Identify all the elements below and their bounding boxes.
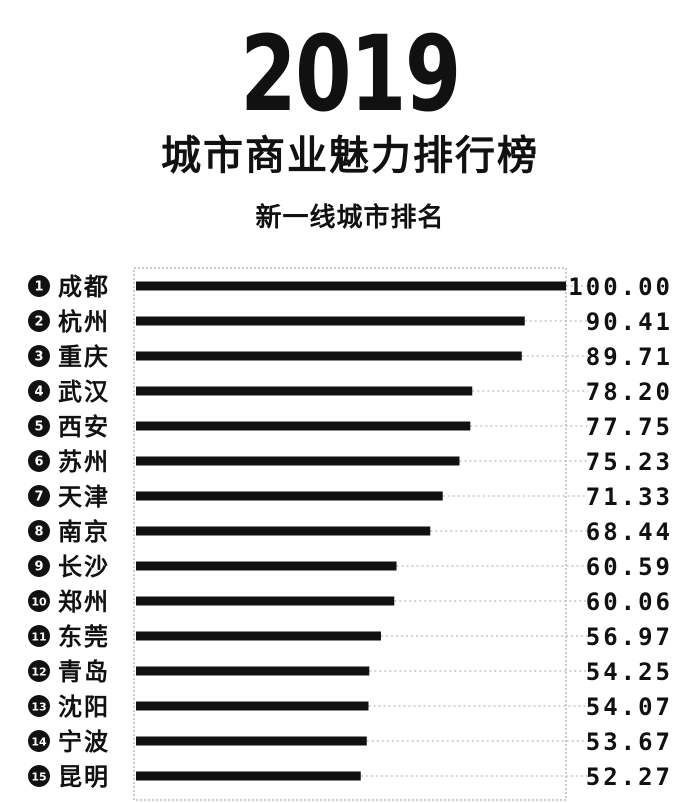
- value-label: 90.41: [586, 308, 673, 336]
- bar: [136, 421, 471, 431]
- value-label: 78.20: [586, 378, 673, 406]
- category-label: 成都: [58, 273, 110, 301]
- rank-label: 6: [34, 455, 43, 470]
- rank-label: 10: [31, 596, 47, 609]
- bar: [136, 351, 522, 361]
- category-label: 郑州: [58, 588, 110, 616]
- value-label: 56.97: [586, 623, 673, 651]
- rank-badge: [28, 380, 50, 402]
- value-label: 77.75: [586, 413, 673, 441]
- category-label: 重庆: [58, 343, 110, 371]
- rank-label: 14: [31, 736, 47, 749]
- rank-label: 5: [34, 420, 43, 435]
- category-label: 昆明: [58, 763, 110, 791]
- value-label: 100.00: [568, 273, 673, 301]
- bar: [136, 701, 369, 711]
- category-label: 苏州: [58, 448, 110, 476]
- category-label: 青岛: [58, 658, 110, 686]
- bar: [136, 491, 443, 501]
- value-label: 89.71: [586, 343, 673, 371]
- rank-label: 3: [34, 350, 43, 365]
- bar: [136, 631, 381, 641]
- bar: [136, 281, 566, 291]
- category-label: 沈阳: [58, 693, 110, 721]
- bar: [136, 386, 473, 396]
- category-label: 天津: [58, 483, 110, 511]
- rank-badge: [28, 485, 50, 507]
- value-label: 68.44: [586, 518, 673, 546]
- rank-label: 13: [31, 701, 46, 714]
- value-label: 54.25: [586, 658, 673, 686]
- rank-badge: [28, 765, 50, 787]
- value-label: 75.23: [586, 448, 673, 476]
- year-heading: 2019: [240, 13, 461, 135]
- rank-label: 2: [34, 315, 43, 330]
- rank-badge: [28, 730, 50, 752]
- bar: [136, 316, 525, 326]
- category-label: 东莞: [58, 623, 110, 651]
- bar: [136, 561, 397, 571]
- bar: [136, 736, 367, 746]
- category-label: 宁波: [58, 728, 110, 756]
- rank-badge: [28, 625, 50, 647]
- rank-badge: [28, 555, 50, 577]
- value-label: 60.59: [586, 553, 673, 581]
- value-label: 71.33: [586, 483, 673, 511]
- value-label: 52.27: [586, 763, 673, 791]
- rank-badge: [28, 660, 50, 682]
- rank-label: 9: [34, 560, 43, 575]
- category-label: 武汉: [58, 378, 110, 406]
- value-label: 53.67: [586, 728, 673, 756]
- page-title: 城市商业魅力排行榜: [161, 133, 539, 179]
- bar: [136, 526, 431, 536]
- rank-badge: [28, 450, 50, 472]
- rank-badge: [28, 310, 50, 332]
- ranking-bar-chart: 1 成都 100.00 2 杭州 90.41 3 重庆 89.71 4 武汉 78.20 5 西安 77.7…: [28, 267, 673, 801]
- rank-badge: [28, 520, 50, 542]
- category-label: 杭州: [58, 308, 110, 336]
- category-label: 西安: [58, 413, 110, 441]
- rank-label: 7: [34, 490, 43, 505]
- bar: [136, 596, 395, 606]
- value-label: 54.07: [586, 693, 673, 721]
- category-label: 南京: [58, 518, 110, 546]
- rank-label: 1: [34, 280, 43, 295]
- plot-frame: [133, 267, 567, 801]
- rank-badge: [28, 695, 50, 717]
- value-label: 60.06: [586, 588, 673, 616]
- rank-label: 15: [31, 771, 46, 784]
- page-subtitle: 新一线城市排名: [255, 203, 445, 233]
- rank-label: 4: [34, 385, 43, 400]
- bar: [136, 771, 361, 781]
- category-label: 长沙: [58, 553, 110, 581]
- rank-label: 11: [31, 631, 46, 644]
- rank-label: 8: [34, 525, 43, 540]
- rank-badge: [28, 345, 50, 367]
- rank-label: 12: [31, 666, 46, 679]
- rank-badge: [28, 590, 50, 612]
- rank-badge: [28, 275, 50, 297]
- bar: [136, 456, 460, 466]
- rank-badge: [28, 415, 50, 437]
- bar: [136, 666, 370, 676]
